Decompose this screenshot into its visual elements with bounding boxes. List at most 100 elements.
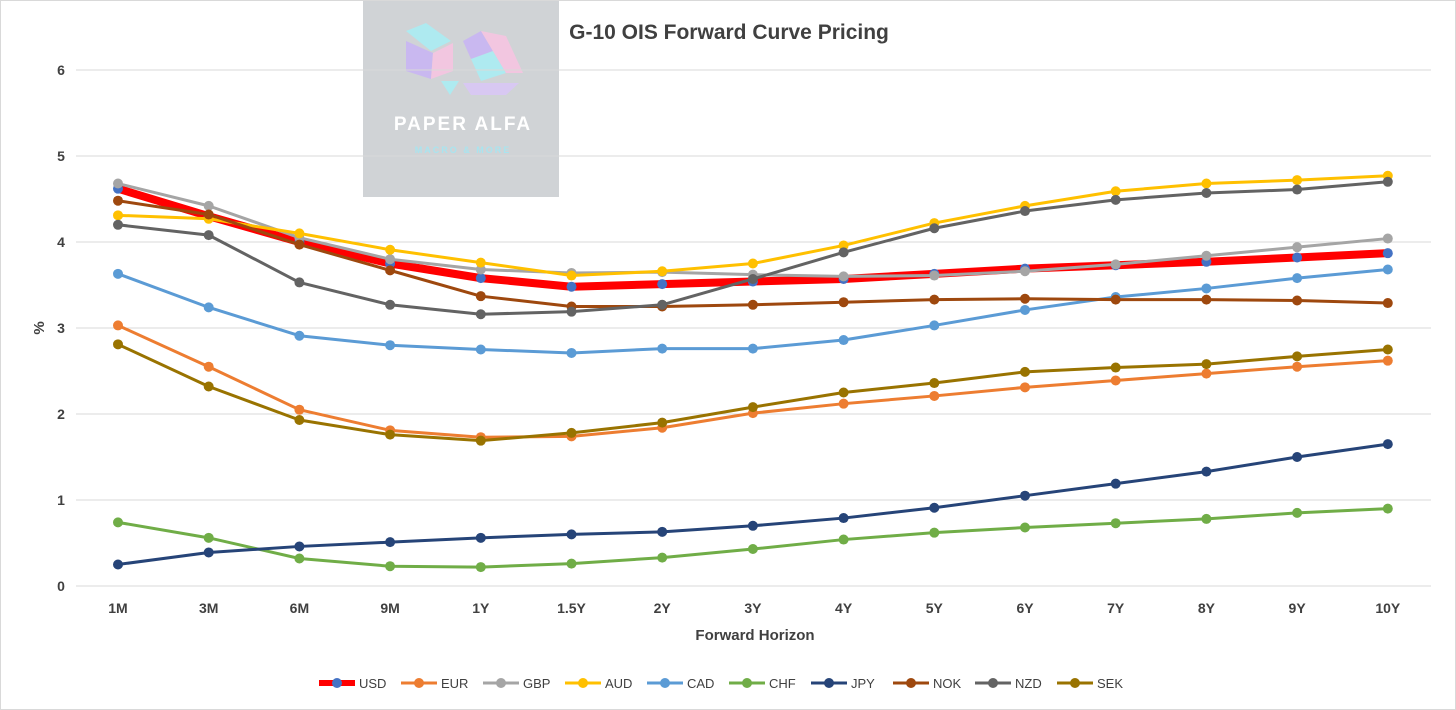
y-tick-label: 1 <box>57 492 65 508</box>
data-point-cad <box>1201 283 1212 294</box>
data-point-chf <box>1201 513 1212 524</box>
x-tick-label: 9Y <box>1289 600 1307 616</box>
data-point-nzd <box>1292 184 1303 195</box>
data-point-chf <box>1382 503 1393 514</box>
x-tick-label: 1Y <box>472 600 490 616</box>
data-point-nzd <box>1382 176 1393 187</box>
data-point-nok <box>1020 293 1030 304</box>
data-point-usd <box>1292 252 1303 263</box>
legend-item-cad: CAD <box>647 676 714 691</box>
data-point-chf <box>203 532 214 543</box>
legend-marker <box>1070 678 1080 688</box>
legend-item-nok: NOK <box>893 676 962 691</box>
watermark-background <box>363 1 559 197</box>
x-tick-label: 1M <box>108 600 127 616</box>
data-point-nzd <box>929 223 940 234</box>
data-point-chf <box>929 527 940 538</box>
x-tick-label: 6M <box>290 600 309 616</box>
data-point-chf <box>1110 518 1121 529</box>
y-axis-label: % <box>31 321 48 334</box>
data-point-nzd <box>1201 187 1212 198</box>
legend-marker <box>742 678 752 688</box>
data-point-nok <box>838 297 849 308</box>
data-point-gbp <box>1382 233 1393 244</box>
legend-item-chf: CHF <box>729 676 796 691</box>
data-point-jpy <box>657 526 668 537</box>
data-point-sek <box>1110 362 1121 373</box>
watermark-tagline: MACRO & MORE <box>415 145 512 155</box>
data-point-jpy <box>1292 452 1303 462</box>
data-point-eur <box>113 320 123 331</box>
data-point-aud <box>113 210 123 221</box>
legend-item-gbp: GBP <box>483 676 550 691</box>
data-point-eur <box>294 404 305 415</box>
data-point-nzd <box>475 309 486 320</box>
data-point-chf <box>657 552 668 563</box>
x-tick-label: 4Y <box>835 600 853 616</box>
data-point-gbp <box>1110 259 1121 270</box>
x-tick-label: 3Y <box>744 600 762 616</box>
data-point-jpy <box>294 541 305 552</box>
y-axis-ticks: 0 1 2 3 4 5 6 <box>57 62 65 594</box>
series-nzd <box>113 176 1393 320</box>
data-point-sek <box>657 417 668 428</box>
legend-item-sek: SEK <box>1057 676 1123 691</box>
data-point-gbp <box>475 264 486 275</box>
data-point-gbp <box>838 271 849 282</box>
y-tick-label: 5 <box>57 148 65 164</box>
data-point-aud <box>294 228 305 239</box>
data-point-jpy <box>1201 466 1212 477</box>
data-point-nok <box>1201 294 1212 305</box>
data-point-nzd <box>747 273 758 284</box>
data-point-eur <box>1020 382 1030 393</box>
series-eur <box>113 320 1393 443</box>
data-point-cad <box>838 335 849 346</box>
data-point-sek <box>1292 351 1303 362</box>
legend-label: CAD <box>687 676 714 691</box>
data-point-cad <box>1020 304 1030 315</box>
watermark-name: PAPER ALFA <box>394 114 532 135</box>
data-point-sek <box>929 378 940 389</box>
y-tick-label: 6 <box>57 62 65 78</box>
data-point-sek <box>566 427 577 438</box>
y-tick-label: 3 <box>57 320 65 336</box>
data-point-nok <box>203 209 214 220</box>
x-tick-label: 10Y <box>1375 600 1401 616</box>
legend-label: NOK <box>933 676 962 691</box>
data-point-chf <box>113 517 123 528</box>
y-tick-label: 2 <box>57 406 65 422</box>
legend-marker <box>414 678 424 688</box>
data-point-cad <box>747 343 758 354</box>
legend-item-nzd: NZD <box>975 676 1042 691</box>
data-point-jpy <box>203 547 214 558</box>
data-point-aud <box>1201 178 1212 189</box>
data-point-nok <box>747 299 758 310</box>
data-point-eur <box>929 390 940 401</box>
legend-marker <box>496 678 506 688</box>
data-point-eur <box>1382 355 1393 366</box>
data-point-nzd <box>113 219 123 230</box>
legend-item-usd: USD <box>319 676 386 691</box>
watermark: PAPER ALFA MACRO & MORE <box>363 1 559 197</box>
data-point-cad <box>566 347 577 358</box>
x-tick-label: 6Y <box>1016 600 1034 616</box>
legend-label: USD <box>359 676 386 691</box>
series-cad <box>113 264 1393 358</box>
data-point-aud <box>385 244 396 255</box>
legend-item-aud: AUD <box>565 676 632 691</box>
data-point-nzd <box>1020 206 1030 217</box>
data-point-cad <box>385 340 396 351</box>
data-point-cad <box>475 344 486 355</box>
data-point-sek <box>1201 359 1212 370</box>
legend-marker <box>824 678 834 688</box>
data-point-jpy <box>747 520 758 531</box>
legend-item-jpy: JPY <box>811 676 875 691</box>
data-point-cad <box>294 330 305 341</box>
legend: USD EUR GBP AUD CAD CHF JPY NOK NZD SEK <box>319 676 1123 691</box>
data-point-nok <box>1110 294 1121 305</box>
legend-marker <box>578 678 588 688</box>
data-point-nok <box>1292 295 1303 306</box>
data-point-aud <box>1110 186 1121 197</box>
